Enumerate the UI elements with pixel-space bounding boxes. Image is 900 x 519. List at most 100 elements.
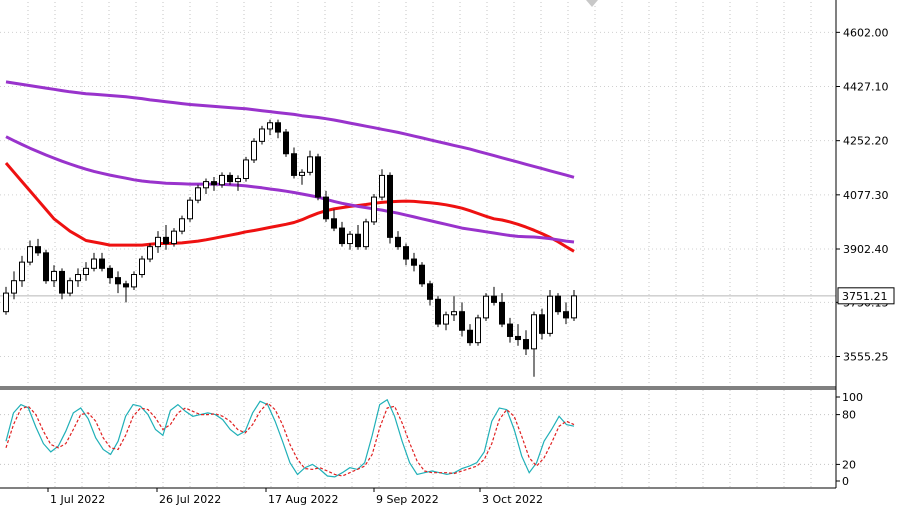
candle <box>83 262 89 281</box>
candle-body-up <box>243 159 249 180</box>
current-price-box <box>837 287 895 305</box>
candle <box>355 224 361 250</box>
candle-body-up <box>299 171 305 176</box>
candle <box>467 324 473 346</box>
candle <box>291 147 297 179</box>
moving-average-line-1 <box>4 162 575 253</box>
candle <box>19 255 25 287</box>
candle <box>155 231 161 253</box>
candle <box>219 172 225 188</box>
candle-body-down <box>227 174 233 183</box>
moving-average-line-2 <box>5 135 575 244</box>
candle <box>11 271 17 300</box>
candle-body-down <box>403 246 409 260</box>
candle <box>43 249 49 284</box>
candle <box>475 314 481 346</box>
candle-body-down <box>491 295 497 303</box>
time-tick-label: 9 Sep 2022 <box>376 493 439 506</box>
candle-body-down <box>499 301 505 325</box>
candle-body-down <box>435 298 441 325</box>
candle <box>371 194 377 225</box>
shift-marker-icon <box>586 0 598 7</box>
time-tick-label: 1 Jul 2022 <box>50 493 105 506</box>
candle-body-up <box>147 246 153 260</box>
candle <box>171 228 177 247</box>
candle <box>251 138 257 164</box>
candle-body-up <box>531 314 537 350</box>
candle-body-down <box>467 329 473 344</box>
candle <box>491 286 497 306</box>
price-tick-label: 3902.40 <box>843 243 889 256</box>
candle-body-down <box>115 277 121 285</box>
candle-body-up <box>379 174 385 198</box>
stochastic-signal-line <box>5 402 575 477</box>
candle-body-down <box>355 233 361 248</box>
price-tick-label: 4427.10 <box>843 81 889 94</box>
candle-body-up <box>131 274 137 288</box>
candle <box>483 293 489 321</box>
candle <box>523 330 529 356</box>
candle-body-down <box>459 311 465 331</box>
candle-body-up <box>363 221 369 248</box>
candle <box>347 231 353 250</box>
candle <box>499 293 505 328</box>
candle-body-up <box>179 218 185 232</box>
candle <box>235 175 241 191</box>
candle-body-up <box>571 295 577 319</box>
candle-body-up <box>483 295 489 319</box>
candle <box>515 324 521 346</box>
candle <box>331 209 337 232</box>
candle-body-up <box>219 174 225 186</box>
time-tick-label: 17 Aug 2022 <box>268 493 338 506</box>
candle <box>507 317 513 343</box>
candle <box>27 240 33 266</box>
price-tick-label: 4252.20 <box>843 135 889 148</box>
candle <box>379 169 385 201</box>
stochastic-tick-label: 100 <box>842 391 863 404</box>
candle <box>435 296 441 328</box>
candle-body-down <box>99 258 105 269</box>
candle-body-up <box>19 261 25 282</box>
candle <box>315 153 321 201</box>
candle-body-down <box>107 267 113 279</box>
stochastic-tick-label: 0 <box>842 475 849 488</box>
candle-body-down <box>555 295 561 313</box>
candle <box>363 218 369 250</box>
candle-body-down <box>539 314 545 334</box>
candle <box>67 277 73 297</box>
candle-body-up <box>371 196 377 223</box>
stochastic-tick-label: 20 <box>842 458 856 471</box>
candle-body-up <box>75 274 81 282</box>
candle <box>139 255 145 278</box>
candle <box>147 243 153 263</box>
candle-body-up <box>443 314 449 325</box>
candle <box>387 172 393 244</box>
candle <box>307 150 313 176</box>
candle-body-down <box>507 323 513 337</box>
candle-body-up <box>139 258 145 276</box>
price-tick-label: 4602.00 <box>843 26 889 39</box>
candle <box>75 268 81 287</box>
candle <box>339 221 345 247</box>
candle-body-up <box>51 270 57 282</box>
candle-body-up <box>27 246 33 263</box>
candle-body-down <box>323 196 329 220</box>
candle-body-down <box>43 252 49 282</box>
candle <box>123 280 129 303</box>
candle-body-up <box>11 280 17 294</box>
candle <box>107 265 113 284</box>
candle <box>563 302 569 325</box>
axes: 4602.004427.104252.204077.303902.403730.… <box>0 0 895 506</box>
price-tick-label: 4077.30 <box>843 189 889 202</box>
candle <box>131 271 137 290</box>
candle <box>227 172 233 185</box>
candle-body-up <box>347 233 353 245</box>
candle <box>35 238 41 256</box>
candle <box>3 286 9 315</box>
candle-body-up <box>67 280 73 294</box>
candle-body-up <box>155 236 161 248</box>
candle-body-up <box>235 178 241 183</box>
candle <box>419 262 425 287</box>
candle-body-down <box>427 283 433 300</box>
